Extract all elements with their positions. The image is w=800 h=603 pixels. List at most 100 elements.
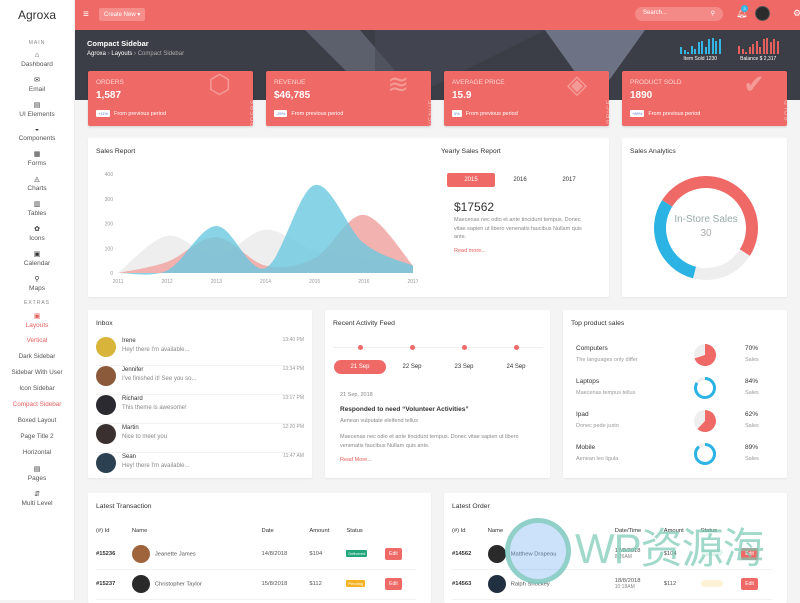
table-row: #14563 Ralph Shockey 18/8/2018 10:18AM $112 E…: [452, 569, 772, 600]
y-tick-label: 300: [105, 197, 114, 203]
column-header: Date/Time: [614, 528, 642, 534]
breadcrumb-sep: ›: [134, 51, 137, 57]
sparkline-bar: [738, 45, 740, 54]
product-item: Mobile Aenean leo ligula 89% Sales: [576, 443, 791, 474]
sidebar-item-layouts[interactable]: ▣ Layouts: [0, 312, 74, 329]
sparkline-bar: [748, 47, 751, 54]
sidebar-subitem[interactable]: Page Title 2: [20, 433, 54, 440]
row-name: Ralph Shockey: [510, 581, 550, 588]
latest-transaction-card: Latest Transaction (#) Id Name Date Amount S…: [88, 493, 431, 603]
read-more-link[interactable]: Read more...: [454, 248, 486, 254]
create-new-button[interactable]: Create New ▾: [99, 8, 146, 21]
sidebar-item-pages[interactable]: ▤ Pages: [0, 465, 74, 482]
sparkline-bar: [704, 47, 707, 54]
stat-value: 1,587: [96, 90, 122, 101]
timeline-date[interactable]: 24 Sep: [506, 364, 526, 370]
sparkline-balance: Balance $ 2,317: [738, 37, 779, 62]
search-input[interactable]: Search... ⚲: [635, 7, 723, 21]
inbox-message[interactable]: Richard This theme is awesome! 13:17 PM: [96, 395, 304, 424]
sidebar-subitem[interactable]: Vertical: [26, 337, 48, 344]
breadcrumb-item[interactable]: Agroxa: [87, 51, 107, 57]
row-id: #14563: [452, 569, 488, 600]
activity-read-more[interactable]: Read More...: [340, 457, 372, 463]
sidebar-item-label: Maps: [29, 285, 45, 292]
stat-change-badge: +11%: [96, 110, 111, 117]
message-time: 13:17 PM: [282, 395, 304, 401]
layouts-icon: ▣: [33, 313, 41, 320]
timeline-date[interactable]: 22 Sep: [402, 364, 422, 370]
sidebar-item-label: Icons: [29, 235, 45, 242]
edit-button[interactable]: Edit: [385, 578, 402, 590]
avatar: [131, 544, 150, 563]
sales-area-chart: 0 100 200 300 400 2011 2012 2013 2014 2015 2016 201…: [105, 172, 418, 285]
column-header: Name: [131, 528, 148, 534]
edit-button[interactable]: Edit: [741, 578, 758, 590]
sidebar-subitem[interactable]: Sidebar With User: [11, 369, 63, 376]
tab-2015[interactable]: 2015: [447, 173, 495, 187]
inbox-message[interactable]: Sean Hey! there I'm available... 11:47 AM: [96, 453, 304, 482]
inbox-message[interactable]: Martin Nice to meet you 12:20 PM: [96, 424, 304, 453]
message-preview: I've finished it! See you so...: [122, 376, 197, 382]
sidebar-subitem[interactable]: Icon Sidebar: [19, 385, 55, 392]
stat-side-text: REVENUE: [428, 99, 431, 126]
sidebar-subitem[interactable]: Horizontal: [22, 449, 52, 456]
sparkline-bar: [759, 47, 761, 54]
edit-button[interactable]: Edit: [385, 547, 402, 560]
sidebar-item-multi-level[interactable]: ⇵ Multi Level: [0, 490, 74, 507]
timeline-dot[interactable]: [514, 345, 519, 350]
product-item: Computers The languages only differ 70% Sal…: [576, 344, 791, 375]
sidebar-item-email[interactable]: ✉ Email: [0, 76, 74, 93]
sparkline-bar: [773, 39, 775, 54]
product-percent: 84%: [745, 378, 759, 385]
timeline-date[interactable]: 21 Sep: [350, 364, 370, 370]
sidebar-item-components[interactable]: ◒ Components: [0, 126, 74, 142]
edit-button[interactable]: Edit: [741, 547, 758, 560]
stat-side-text: ORDERS: [250, 99, 253, 126]
sidebar-subitem[interactable]: Dark Sidebar: [18, 353, 56, 360]
timeline-dot[interactable]: [358, 345, 363, 350]
inbox-message[interactable]: Jennifer I've finished it! See you so... 1…: [96, 366, 304, 395]
sidebar-item-ui-elements[interactable]: ▤ UI Elements: [0, 101, 74, 118]
yearly-amount: $17562: [454, 200, 495, 214]
tab-2017[interactable]: 2017: [562, 177, 576, 183]
timeline-dot[interactable]: [410, 345, 415, 350]
product-percent: 89%: [745, 444, 759, 451]
sidebar-item-icons[interactable]: ✿ Icons: [0, 225, 74, 242]
sidebar-subitem[interactable]: Compact Sidebar: [12, 401, 62, 408]
gear-icon[interactable]: ⚙: [793, 8, 800, 18]
menu-icon[interactable]: ≡: [83, 9, 89, 20]
inbox-message[interactable]: Irene Hey! there I'm available... 13:40 PM: [96, 337, 304, 366]
tab-2016[interactable]: 2016: [513, 177, 527, 183]
active-date-pill[interactable]: [334, 360, 386, 374]
donut-center-value: 30: [700, 228, 712, 239]
sparkline-bar: [711, 37, 714, 54]
sidebar-subitem[interactable]: Boxed Layout: [17, 417, 57, 424]
pages-icon: ▤: [33, 466, 41, 473]
sidebar-item-tables[interactable]: ▥ Tables: [0, 200, 74, 217]
card-title: Recent Activity Feed: [333, 320, 395, 327]
sidebar-item-charts[interactable]: ◬ Charts: [0, 175, 74, 192]
sidebar-item-calendar[interactable]: ▣ Calendar: [0, 250, 74, 267]
sidebar-item-maps[interactable]: ⚲ Maps: [0, 275, 74, 292]
breadcrumb-item[interactable]: Layouts: [111, 51, 133, 57]
timeline-dot[interactable]: [462, 345, 467, 350]
activity-text: Maecenas nec odio et ante tincidunt temp…: [340, 434, 519, 449]
bell-icon[interactable]: 🔔︎: [736, 8, 748, 18]
column-header: (#) Id: [452, 528, 466, 534]
stat-footer: -29% From previous period: [274, 110, 343, 117]
donut-segment: [654, 200, 697, 279]
sparkline-bar: [766, 37, 768, 54]
sidebar-item-dashboard[interactable]: ⌂ Dashboard: [0, 52, 74, 68]
sidebar-item-forms[interactable]: ▦ Forms: [0, 150, 74, 167]
timeline-date[interactable]: 23 Sep: [454, 364, 474, 370]
user-avatar[interactable]: [755, 6, 770, 21]
y-tick-label: 200: [105, 222, 114, 228]
pie-fill: [697, 410, 716, 432]
search-placeholder: Search...: [643, 10, 668, 16]
message-time: 11:47 AM: [283, 453, 304, 459]
logo[interactable]: Agroxa: [17, 8, 57, 22]
email-icon: ✉: [34, 77, 40, 84]
latest-order-card: Latest Order (#) Id Name Date/Time Amount St…: [444, 493, 787, 603]
ring-fill: [694, 443, 716, 465]
product-name: Ipad: [576, 411, 589, 418]
